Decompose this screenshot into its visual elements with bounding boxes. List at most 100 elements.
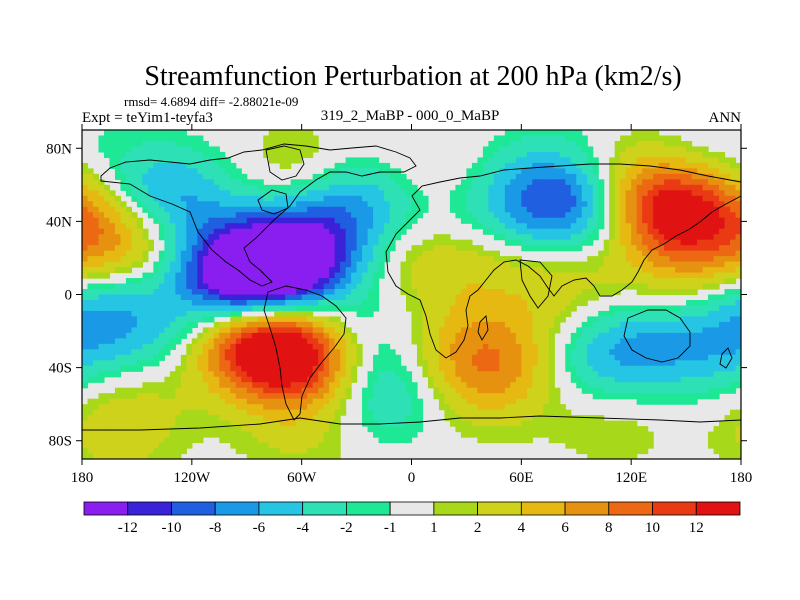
field-cell	[109, 354, 116, 361]
field-cell	[263, 212, 270, 219]
field-cell	[658, 371, 665, 378]
field-cell	[224, 343, 231, 350]
field-cell	[664, 140, 671, 148]
field-cell	[290, 261, 297, 268]
field-cell	[175, 387, 182, 394]
field-cell	[257, 283, 264, 290]
field-cell	[246, 278, 253, 285]
field-cell	[356, 256, 363, 263]
field-cell	[98, 256, 105, 263]
field-cell	[559, 283, 566, 290]
field-cell	[169, 371, 176, 378]
field-cell	[219, 305, 226, 312]
field-cell	[147, 195, 154, 202]
field-cell	[526, 146, 533, 153]
field-cell	[241, 376, 248, 383]
field-cell	[296, 151, 303, 159]
field-cell	[614, 310, 621, 318]
field-cell	[307, 201, 314, 208]
field-cell	[136, 179, 144, 186]
field-cell	[576, 212, 583, 219]
field-cell	[427, 376, 435, 383]
field-cell	[169, 184, 176, 191]
field-cell	[515, 305, 522, 312]
field-cell	[125, 130, 133, 137]
field-cell	[576, 130, 583, 137]
field-cell	[345, 162, 352, 169]
field-cell	[131, 239, 138, 246]
field-cell	[609, 343, 616, 350]
field-cell	[730, 371, 737, 378]
field-cell	[114, 261, 122, 268]
field-cell	[482, 173, 489, 180]
field-cell	[449, 206, 457, 213]
field-cell	[708, 228, 715, 235]
field-cell	[131, 404, 138, 411]
field-cell	[565, 289, 572, 296]
field-cell	[351, 267, 358, 274]
field-cell	[257, 294, 264, 301]
field-cell	[246, 201, 253, 208]
field-cell	[730, 327, 737, 334]
field-cell	[537, 365, 544, 372]
field-cell	[241, 316, 248, 323]
field-cell	[521, 168, 528, 175]
field-cell	[373, 168, 380, 175]
field-cell	[532, 184, 539, 191]
field-cell	[373, 206, 380, 213]
field-cell	[614, 157, 621, 164]
field-cell	[713, 239, 720, 246]
field-cell	[384, 195, 391, 202]
field-cell	[691, 387, 698, 394]
field-cell	[334, 261, 341, 268]
field-cell	[548, 299, 555, 307]
field-cell	[285, 195, 292, 202]
field-cell	[548, 201, 555, 208]
field-cell	[543, 289, 550, 296]
field-cell	[224, 349, 231, 356]
field-cell	[664, 179, 671, 186]
field-cell	[296, 261, 303, 268]
field-cell	[345, 239, 352, 246]
field-cell	[515, 184, 522, 191]
field-cell	[103, 393, 111, 400]
field-cell	[356, 206, 363, 213]
field-cell	[515, 343, 522, 350]
field-cell	[521, 365, 528, 372]
field-cell	[186, 404, 193, 411]
field-cell	[400, 217, 407, 224]
field-cell	[614, 343, 621, 350]
field-cell	[109, 261, 116, 268]
field-cell	[120, 294, 127, 301]
field-cell	[642, 151, 649, 159]
field-cell	[307, 267, 314, 274]
field-cell	[219, 184, 226, 191]
field-cell	[493, 398, 500, 405]
field-cell	[504, 398, 511, 405]
field-cell	[449, 371, 457, 378]
field-cell	[114, 316, 122, 323]
field-cell	[219, 195, 226, 202]
field-cell	[169, 393, 176, 400]
field-cell	[537, 140, 544, 148]
field-cell	[499, 321, 506, 328]
field-cell	[669, 250, 676, 257]
field-cell	[268, 267, 275, 274]
field-cell	[356, 184, 363, 191]
field-cell	[268, 382, 275, 389]
field-cell	[724, 371, 731, 378]
field-cell	[224, 212, 231, 219]
field-cell	[318, 321, 325, 328]
field-cell	[202, 173, 209, 180]
field-cell	[631, 140, 638, 148]
field-cell	[158, 278, 165, 285]
field-cell	[384, 206, 391, 213]
field-cell	[389, 206, 396, 213]
field-cell	[224, 201, 231, 208]
field-cell	[636, 130, 643, 137]
field-cell	[537, 299, 544, 307]
field-cell	[246, 195, 253, 202]
field-cell	[647, 245, 654, 252]
field-cell	[559, 135, 566, 142]
field-cell	[642, 206, 649, 213]
